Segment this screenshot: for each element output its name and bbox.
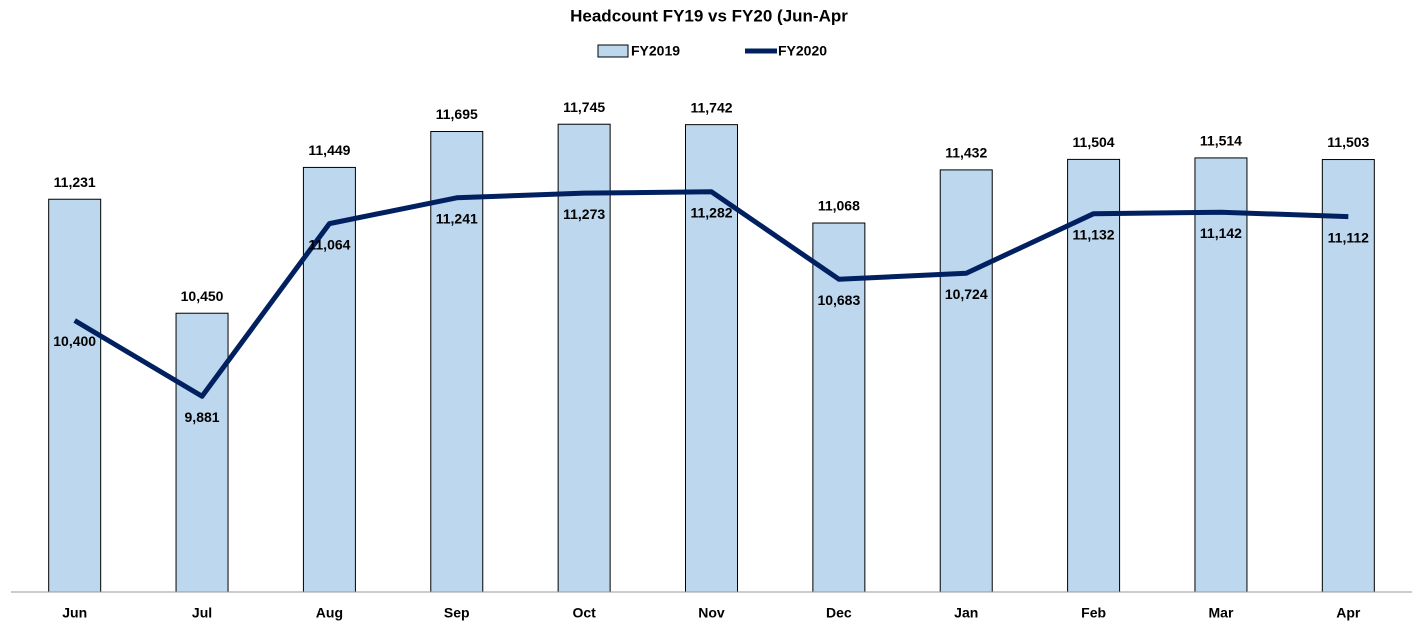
data-label: 11,282 [690,204,732,220]
data-label: 11,273 [563,206,605,222]
data-label: 11,695 [436,106,478,122]
bar [1194,157,1248,593]
bar [48,198,102,593]
x-tick-label: Sep [444,605,470,621]
data-label: 11,112 [1328,229,1369,245]
data-label: 11,514 [1200,133,1242,149]
data-label: 10,400 [53,333,96,349]
data-label: 11,504 [1073,134,1115,150]
x-tick-label: Apr [1336,605,1361,621]
data-label: 11,142 [1200,225,1242,241]
x-tick-label: Jul [192,605,212,621]
legend-label: FY2019 [631,43,680,59]
data-label: 10,450 [181,288,224,304]
data-label: 11,064 [308,236,350,252]
data-label: 11,742 [690,99,732,115]
bar [175,312,229,593]
data-label: 11,132 [1073,226,1115,242]
data-label: 11,241 [436,210,478,226]
chart-title: Headcount FY19 vs FY20 (Jun-Apr [570,6,848,25]
x-tick-label: Jun [62,605,87,621]
bar [1067,158,1121,593]
data-label: 11,449 [308,142,350,158]
x-tick-label: Oct [572,605,596,621]
bar [812,222,866,593]
data-label: 9,881 [185,409,220,425]
data-label: 11,432 [945,145,987,161]
x-tick-label: Jan [954,605,978,621]
data-label: 10,724 [945,286,988,302]
line [73,189,1349,399]
x-tick-label: Feb [1081,605,1106,621]
bar [939,169,993,593]
x-tick-label: Aug [316,605,343,621]
data-label: 11,503 [1327,134,1369,150]
data-label: 10,683 [817,292,860,308]
data-label: 11,745 [563,99,605,115]
x-tick-label: Nov [698,605,725,621]
data-label: 11,068 [818,198,860,214]
x-tick-label: Dec [826,605,852,621]
bar [302,166,356,593]
bar [557,123,611,593]
data-label: 11,231 [54,174,96,190]
legend-swatch [597,44,629,58]
legend-label: FY2020 [778,43,827,59]
x-tick-label: Mar [1209,605,1234,621]
bar [1321,159,1375,593]
